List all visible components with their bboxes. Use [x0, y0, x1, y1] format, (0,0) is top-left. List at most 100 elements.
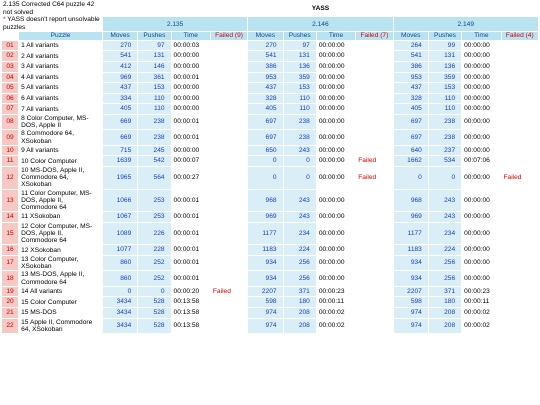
moves: 697 [393, 130, 428, 145]
pushes: 359 [428, 72, 462, 83]
moves: 0 [102, 286, 138, 297]
failed [502, 41, 539, 51]
time: 00:00:02 [464, 309, 490, 317]
pushes: 243 [283, 212, 316, 222]
row: 06 6 All variants 334 110 00:00:00 328 110 00:0… [2, 93, 538, 104]
puzzle-name: 2 All variants [21, 52, 59, 60]
pushes: 359 [283, 72, 316, 83]
column-header: Failed (9) [210, 32, 248, 40]
pushes: 208 [283, 307, 316, 318]
moves: 437 [248, 83, 283, 93]
time: 00:00:00 [318, 157, 345, 165]
column-header: Moves [393, 32, 428, 40]
pushes: 371 [428, 286, 462, 297]
moves: 412 [102, 61, 138, 72]
notes: 2.135 Corrected C64 puzzle 42 not solved… [2, 1, 102, 31]
failed [211, 271, 247, 285]
blank [2, 32, 18, 39]
time: 00:00:03 [173, 41, 200, 49]
row: 15 12 Color Computer, MS-DOS, Apple II, C… [2, 222, 538, 245]
time: 00:00:00 [464, 94, 490, 102]
time: 00:00:00 [318, 229, 345, 237]
pushes: 256 [428, 271, 462, 286]
pushes: 0 [138, 286, 171, 297]
pushes: 256 [428, 255, 462, 271]
failed [211, 115, 247, 129]
time: 00:00:00 [318, 174, 345, 182]
time: 00:00:00 [464, 52, 490, 60]
time: 00:00:00 [464, 118, 490, 126]
time: 00:00:00 [464, 174, 490, 182]
moves: 1177 [248, 222, 283, 245]
pushes: 243 [428, 189, 462, 212]
failed [356, 115, 392, 129]
failed [211, 245, 247, 255]
puzzle-name: 11 XSokoban [21, 213, 61, 221]
time: 00:00:00 [464, 229, 490, 237]
time: 00:00:11 [318, 298, 345, 306]
pushes: 253 [138, 189, 171, 212]
failed [356, 104, 392, 114]
moves: 860 [102, 255, 138, 271]
failed [502, 245, 539, 255]
moves: 669 [102, 130, 138, 145]
time: 00:00:01 [173, 259, 200, 267]
version-row: 2.135 2.146 2.149 [2, 17, 538, 32]
time: 00:00:00 [318, 213, 345, 221]
puzzle-name: 3 All variants [21, 63, 59, 71]
column-header: Failed (7) [356, 32, 393, 40]
moves: 697 [248, 114, 283, 130]
pushes: 99 [428, 40, 462, 51]
pushes: 180 [428, 297, 462, 307]
version-header: 2.146 [248, 17, 393, 32]
column-header: Time [462, 32, 501, 40]
time: 00:00:01 [173, 73, 200, 81]
moves: 386 [393, 61, 428, 72]
failed [211, 212, 247, 222]
pushes: 542 [138, 156, 171, 166]
time: 00:00:01 [173, 229, 200, 237]
failed [502, 212, 539, 222]
failed [356, 223, 392, 245]
pushes: 208 [428, 307, 462, 318]
time: 00:00:00 [318, 105, 345, 113]
row: 18 13 MS-DOS, Apple II, Commodore 64 860 25… [2, 271, 538, 286]
failed [502, 115, 539, 129]
time: 00:00:00 [318, 274, 345, 282]
pushes: 146 [138, 61, 171, 72]
pushes: 564 [138, 166, 171, 189]
failed [211, 73, 247, 83]
pushes: 110 [138, 104, 171, 114]
row-number: 07 [2, 104, 19, 114]
moves: 669 [102, 114, 138, 130]
row-number: 09 [2, 130, 19, 145]
pushes: 208 [283, 318, 316, 333]
row-number: 01 [2, 40, 19, 51]
row-number: 21 [2, 307, 19, 318]
moves: 270 [248, 40, 283, 51]
row: 11 10 Color Computer 1639 542 00:00:07 0 0 00:0… [2, 156, 538, 166]
column-header: Failed (4) [501, 32, 538, 40]
moves: 934 [393, 255, 428, 271]
results-table: 2.135 Corrected C64 puzzle 42 not solved… [1, 0, 539, 334]
pushes: 110 [428, 104, 462, 114]
failed [502, 297, 539, 307]
pushes: 0 [283, 166, 316, 189]
failed [356, 297, 392, 307]
puzzle-name: 13 Color Computer, XSokoban [21, 255, 79, 271]
moves: 650 [248, 145, 283, 156]
pushes: 243 [283, 189, 316, 212]
puzzle-name: 10 Color Computer [21, 157, 77, 165]
puzzle-name: 4 All variants [21, 73, 59, 81]
row: 17 13 Color Computer, XSokoban 860 252 00:00… [2, 255, 538, 271]
failed [356, 130, 392, 144]
pushes: 97 [283, 40, 316, 51]
time: 00:00:00 [464, 274, 490, 282]
column-header: Moves [248, 32, 283, 40]
moves: 860 [102, 271, 138, 286]
moves: 968 [393, 189, 428, 212]
table-body: 01 1 All variants 270 97 00:00:03 270 97 00:00:… [2, 40, 539, 333]
failed [502, 130, 539, 144]
time: 00:00:00 [173, 52, 200, 60]
time: 00:00:23 [318, 287, 345, 295]
